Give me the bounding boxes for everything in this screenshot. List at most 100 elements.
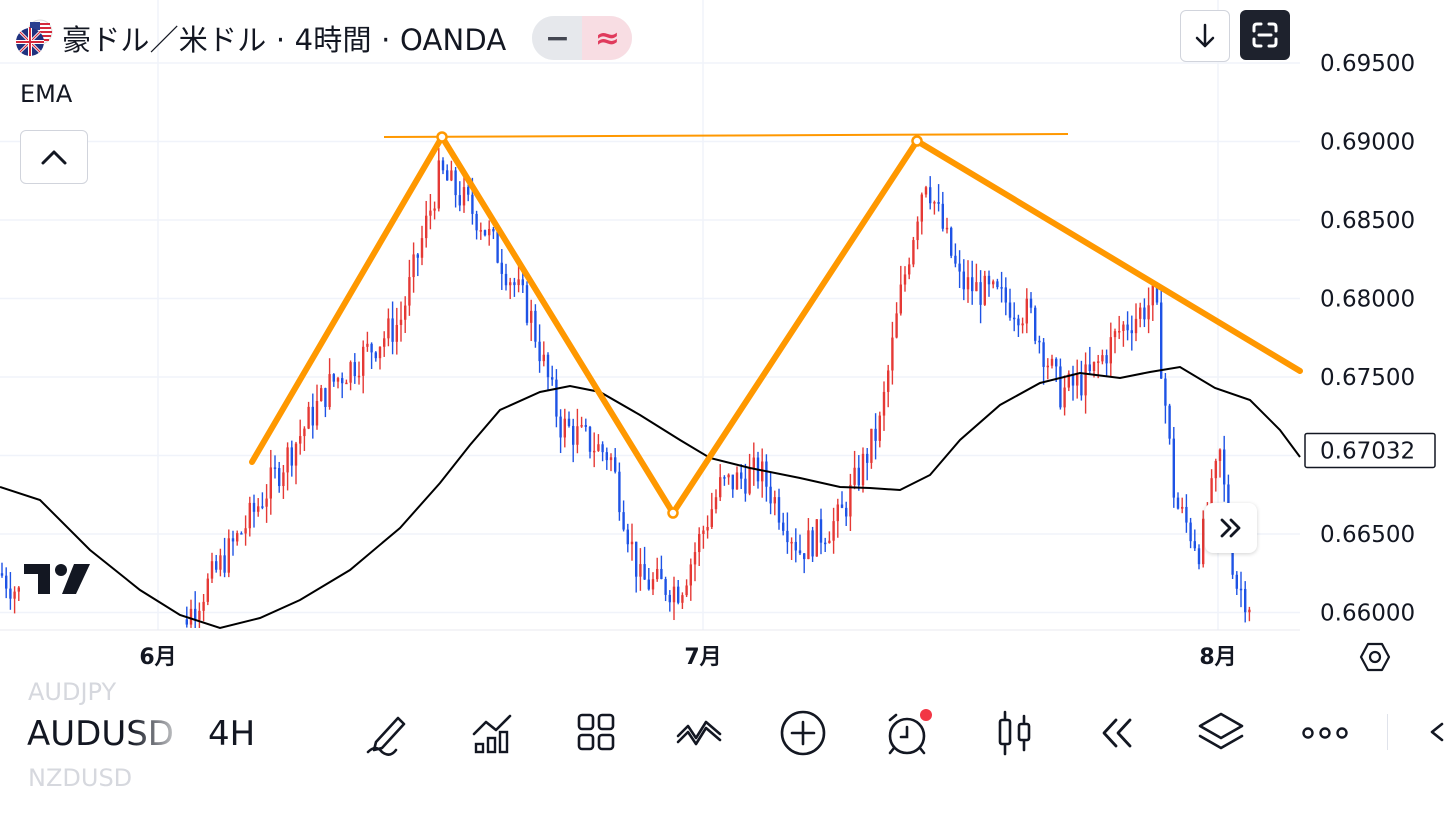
candle-body bbox=[1000, 287, 1003, 289]
candle-body bbox=[916, 221, 919, 241]
candle-body bbox=[530, 310, 533, 323]
fullscreen-button[interactable] bbox=[1240, 10, 1290, 60]
candle-body bbox=[1038, 340, 1041, 343]
minus-segment[interactable]: − bbox=[532, 16, 583, 60]
candle-body bbox=[383, 338, 386, 347]
candle-body bbox=[1164, 378, 1167, 406]
candle-body bbox=[1130, 330, 1133, 334]
candle-body bbox=[1092, 361, 1096, 371]
candle-body bbox=[492, 228, 495, 232]
symbol-next[interactable]: NZDUSD bbox=[28, 764, 133, 792]
tradingview-logo[interactable] bbox=[24, 562, 94, 596]
candles-icon[interactable] bbox=[990, 708, 1040, 758]
pattern-handle[interactable] bbox=[667, 507, 679, 519]
candle-body bbox=[563, 418, 566, 438]
interval-button[interactable]: 4H bbox=[208, 714, 256, 754]
candle-body bbox=[719, 477, 722, 498]
candle-body bbox=[404, 305, 407, 320]
candle-body bbox=[290, 447, 293, 466]
candle-body bbox=[1185, 506, 1188, 523]
candle-body bbox=[580, 425, 583, 427]
candle-body bbox=[303, 428, 306, 437]
candle-body bbox=[458, 195, 461, 206]
collapse-legend-button[interactable] bbox=[20, 130, 88, 184]
symbol-prev[interactable]: AUDJPY bbox=[28, 678, 117, 706]
candle-body bbox=[639, 564, 642, 577]
templates-icon[interactable] bbox=[572, 708, 622, 758]
candle-body bbox=[227, 538, 230, 573]
indicator-legend-ema[interactable]: EMA bbox=[20, 80, 73, 108]
alert-icon[interactable] bbox=[882, 708, 932, 758]
candle-body bbox=[236, 533, 239, 542]
approx-segment[interactable]: ≈ bbox=[582, 16, 633, 60]
pattern-handle[interactable] bbox=[911, 135, 923, 147]
candle-body bbox=[1189, 522, 1192, 542]
scroll-to-realtime-button[interactable] bbox=[1205, 503, 1257, 553]
candle-body bbox=[1021, 323, 1024, 326]
layers-icon[interactable] bbox=[1196, 708, 1246, 758]
candle-body bbox=[1029, 298, 1033, 308]
indicators-icon[interactable] bbox=[468, 708, 518, 758]
candle-body bbox=[798, 550, 802, 554]
chart-canvas[interactable]: 0.69500 0.69000 0.68500 0.68000 0.67500 0.665… bbox=[0, 0, 1448, 690]
price-label: 0.68500 bbox=[1320, 208, 1415, 234]
price-axis[interactable]: 0.69500 0.69000 0.68500 0.68000 0.67500 0.665… bbox=[1304, 51, 1436, 627]
candle-body bbox=[248, 502, 251, 529]
candle-body bbox=[937, 202, 940, 204]
candle-body bbox=[328, 374, 331, 407]
candle-body bbox=[525, 285, 529, 323]
download-button[interactable] bbox=[1180, 10, 1230, 62]
candle-body bbox=[17, 587, 20, 592]
add-icon[interactable] bbox=[778, 708, 828, 758]
time-axis[interactable]: 6月 7月 8月 bbox=[139, 645, 1236, 670]
replay-icon[interactable] bbox=[1092, 708, 1142, 758]
candle-body bbox=[294, 443, 298, 466]
candle-body bbox=[1239, 588, 1243, 591]
symbol-title[interactable]: 豪ドル／米ドル · 4時間 · OANDA bbox=[62, 23, 507, 57]
candle-body bbox=[1118, 330, 1121, 333]
change-pill[interactable]: − ≈ bbox=[532, 16, 633, 60]
candle-body bbox=[681, 595, 684, 603]
head-and-shoulders-drawing[interactable] bbox=[249, 131, 1303, 519]
candle-body bbox=[538, 341, 541, 362]
candle-body bbox=[786, 530, 789, 543]
current-price-label: 0.67032 bbox=[1320, 438, 1415, 464]
candle-body bbox=[282, 472, 285, 487]
chart-settings-icon[interactable] bbox=[1358, 640, 1392, 674]
candle-body bbox=[408, 277, 411, 306]
draw-pen-icon[interactable] bbox=[362, 708, 412, 758]
candle-body bbox=[677, 586, 680, 603]
neckline-top[interactable] bbox=[383, 133, 1069, 138]
candle-body bbox=[1168, 405, 1171, 439]
candle-body bbox=[614, 457, 617, 472]
compare-icon[interactable] bbox=[674, 708, 724, 758]
collapse-arrow-icon[interactable] bbox=[1422, 708, 1448, 758]
candle-body bbox=[836, 504, 839, 522]
candle-body bbox=[689, 564, 692, 586]
candle-body bbox=[1193, 541, 1196, 549]
candle-body bbox=[387, 318, 390, 339]
candle-body bbox=[895, 313, 898, 338]
candle-body bbox=[576, 426, 579, 445]
candle-body bbox=[1113, 331, 1117, 338]
candle-body bbox=[202, 601, 205, 611]
candle-body bbox=[1101, 355, 1104, 362]
candle-body bbox=[517, 279, 520, 286]
time-label: 8月 bbox=[1199, 645, 1236, 670]
candle-body bbox=[710, 509, 713, 527]
candle-body bbox=[370, 343, 373, 353]
candle-body bbox=[1017, 318, 1020, 326]
candle-body bbox=[769, 486, 772, 504]
candle-body bbox=[941, 203, 944, 229]
candle-body bbox=[975, 282, 978, 292]
candle-body bbox=[5, 575, 8, 589]
candle-body bbox=[819, 519, 823, 543]
pattern-zigzag[interactable] bbox=[249, 134, 1303, 516]
pattern-handle[interactable] bbox=[436, 131, 448, 143]
candle-body bbox=[416, 254, 419, 258]
candle-body bbox=[420, 238, 424, 258]
more-icon[interactable] bbox=[1300, 708, 1350, 758]
candle-body bbox=[811, 530, 814, 557]
toolbar-divider bbox=[1387, 714, 1388, 750]
candle-body bbox=[567, 418, 571, 426]
